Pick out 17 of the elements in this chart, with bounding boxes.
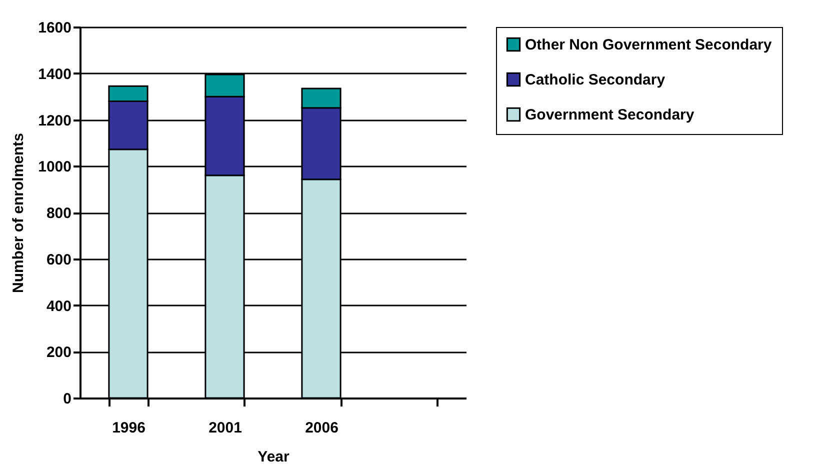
x-tick-label: 2001	[208, 420, 242, 436]
y-tick-label: 1000	[38, 158, 72, 176]
legend-label: Government Secondary	[525, 106, 695, 124]
y-tick-label: 800	[46, 205, 72, 222]
y-tick-label: 1600	[38, 20, 72, 36]
y-tick-label: 1200	[38, 112, 72, 130]
y-tick-label: 0	[63, 390, 72, 408]
y-tick-label: 200	[46, 344, 72, 362]
legend-label: Catholic Secondary	[525, 72, 666, 88]
y-axis-title: Number of enrolments	[10, 132, 28, 294]
x-tick-label: 1996	[112, 420, 146, 436]
x-tick-label: 2006	[305, 420, 338, 436]
y-tick-label: 1400	[38, 66, 72, 83]
x-axis-title: Year	[258, 448, 290, 466]
y-tick-label: 400	[46, 298, 72, 315]
y-tick-label: 600	[46, 251, 72, 268]
legend-label: Other Non Government Secondary	[525, 36, 772, 54]
